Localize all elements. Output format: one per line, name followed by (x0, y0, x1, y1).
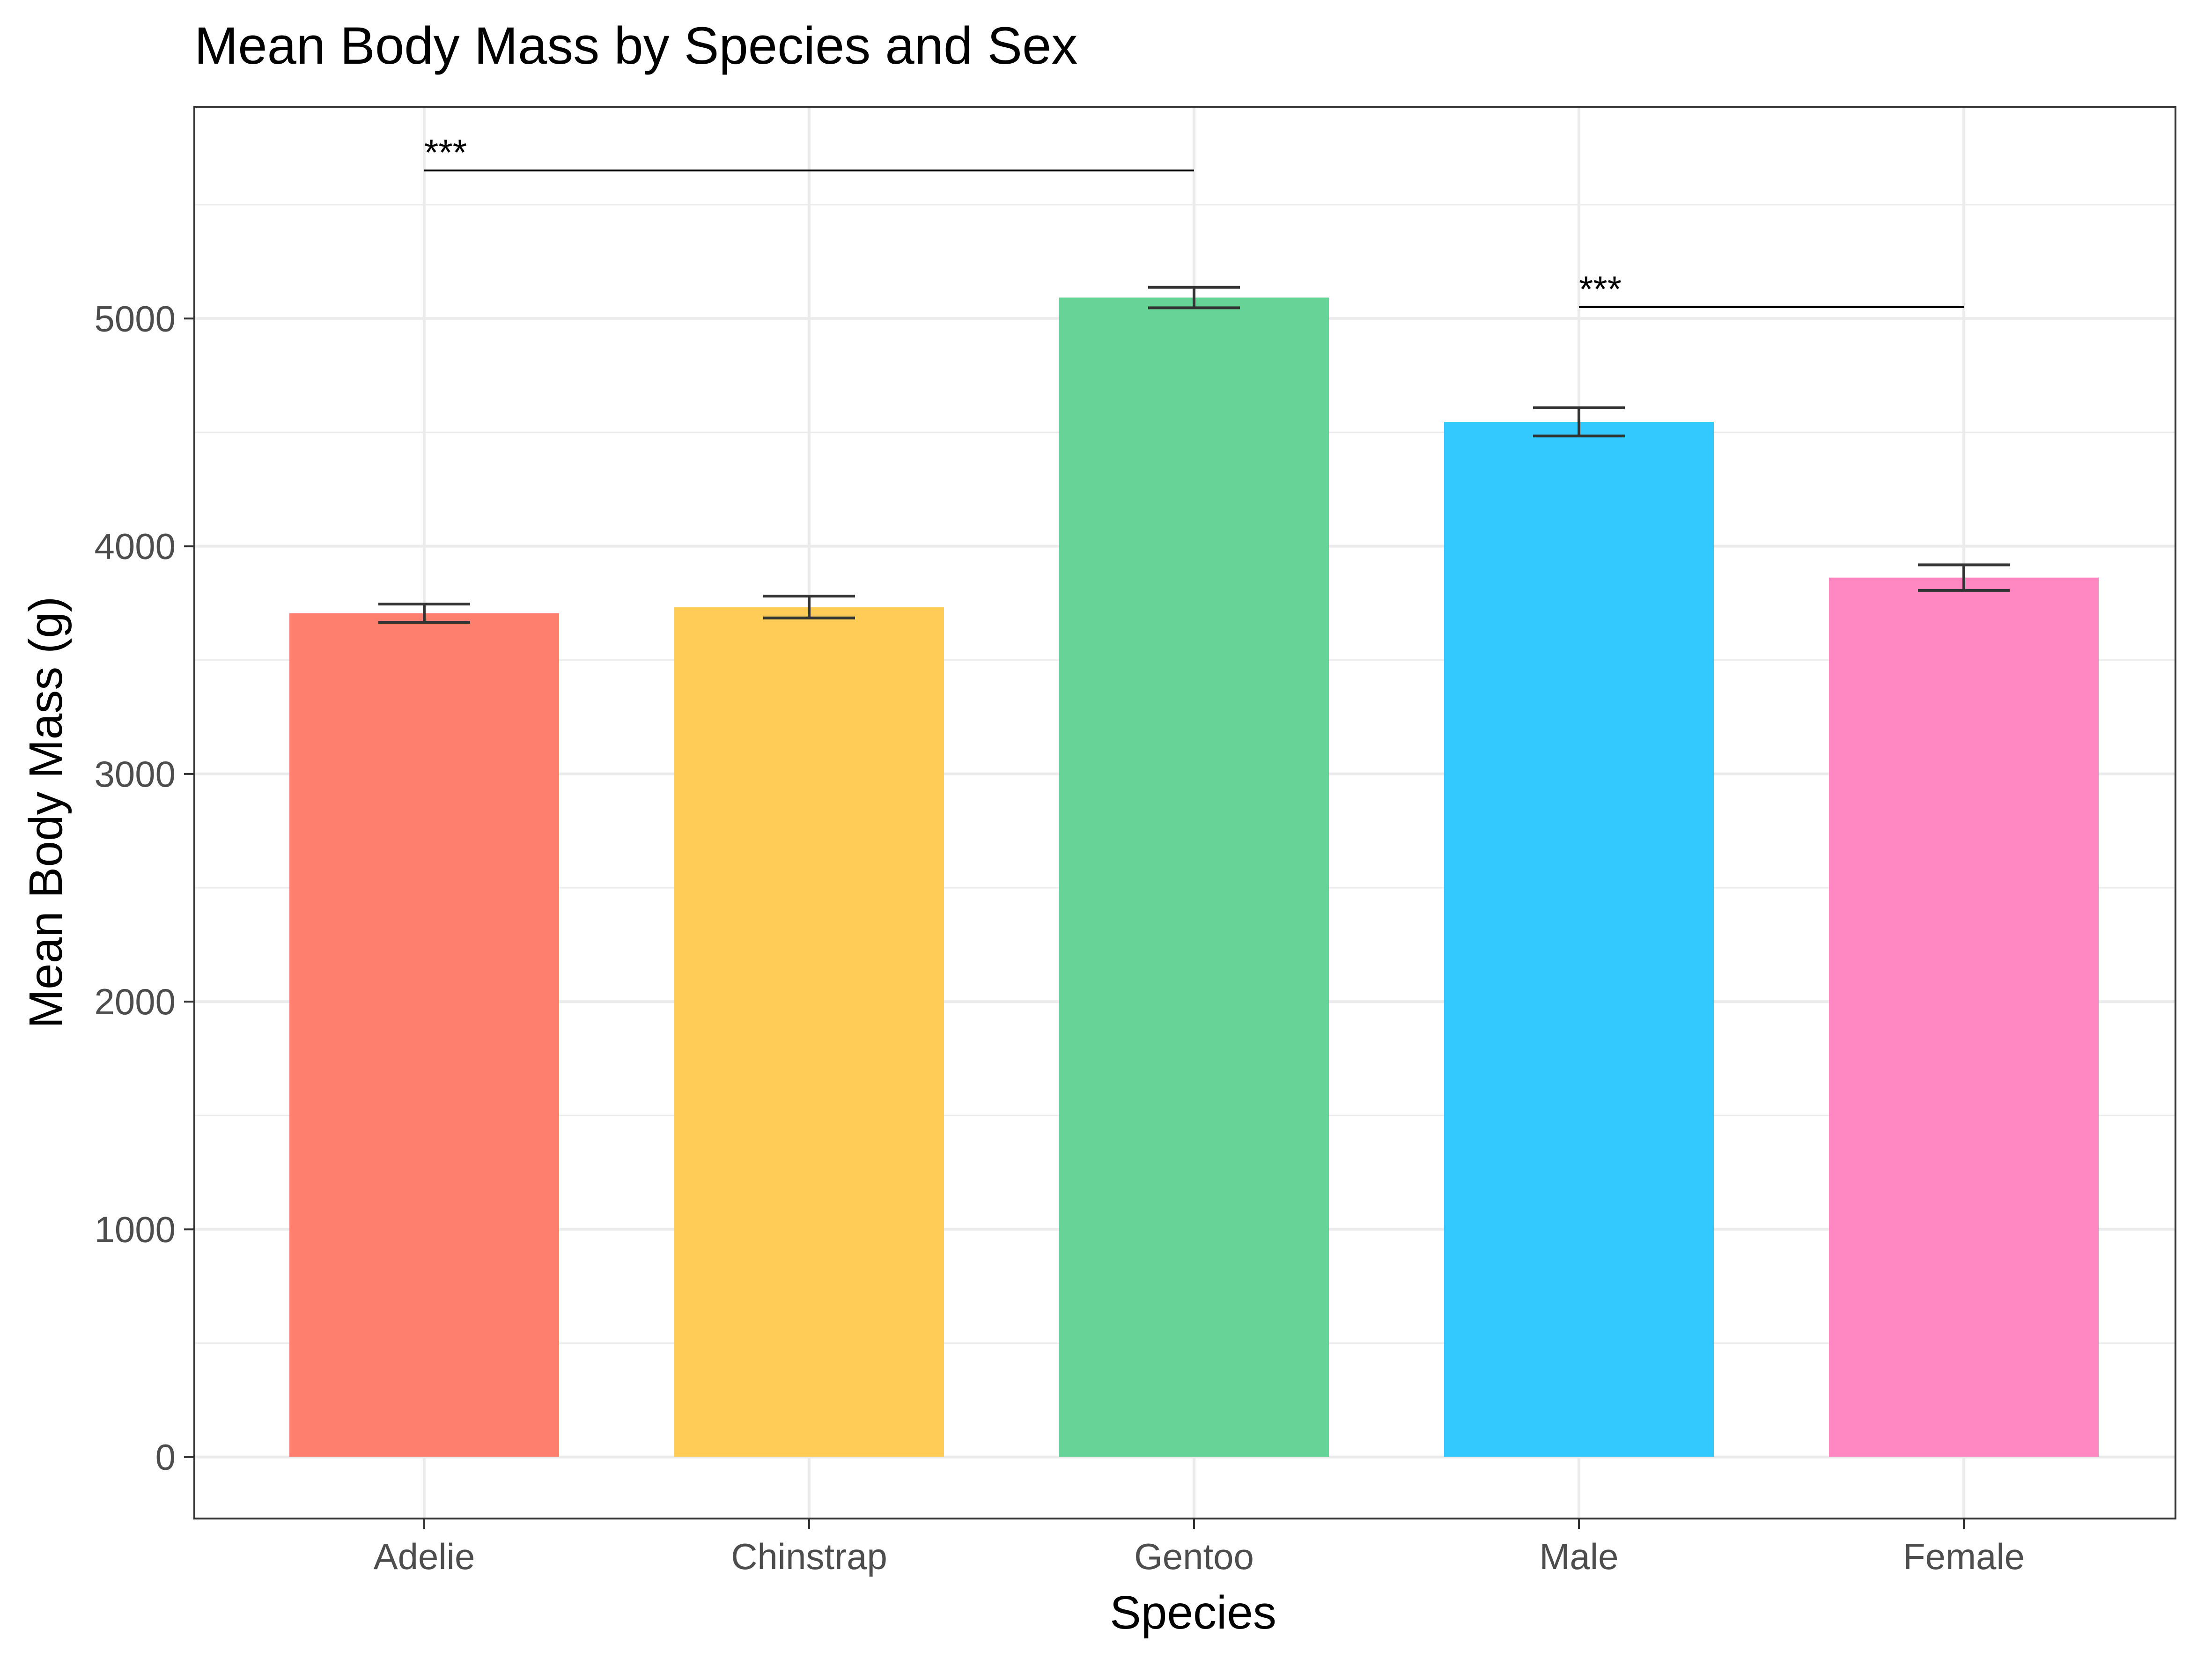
y-tick-label: 3000 (94, 753, 176, 795)
bar-gentoo (1059, 297, 1329, 1457)
panel-border (193, 106, 2176, 1519)
y-tick-label: 5000 (94, 298, 176, 339)
significance-label: *** (1579, 268, 1622, 310)
bar-chinstrap (674, 607, 944, 1457)
bars (289, 297, 2099, 1457)
bar-adelie (289, 613, 559, 1457)
chart-title: Mean Body Mass by Species and Sex (194, 16, 1077, 75)
y-tick-label: 1000 (94, 1209, 176, 1250)
significance-annotations: *** *** (424, 132, 1964, 310)
x-axis: Adelie Chinstrap Gentoo Male Female (374, 1519, 2025, 1577)
significance-label: *** (424, 132, 467, 173)
y-axis-title: Mean Body Mass (g) (20, 597, 72, 1029)
x-axis-title: Species (1110, 1586, 1276, 1639)
y-axis: 0 1000 2000 3000 4000 5000 (94, 298, 194, 1478)
x-tick-label: Male (1539, 1536, 1618, 1577)
y-tick-label: 4000 (94, 526, 176, 567)
y-tick-label: 2000 (94, 981, 176, 1022)
bar-female (1829, 577, 2099, 1457)
bar-male (1444, 422, 1714, 1457)
x-tick-label: Gentoo (1134, 1536, 1254, 1577)
x-tick-label: Female (1903, 1536, 2025, 1577)
error-bars (378, 286, 2010, 624)
x-tick-label: Chinstrap (731, 1536, 887, 1577)
x-tick-label: Adelie (374, 1536, 475, 1577)
y-tick-label: 0 (155, 1437, 176, 1478)
